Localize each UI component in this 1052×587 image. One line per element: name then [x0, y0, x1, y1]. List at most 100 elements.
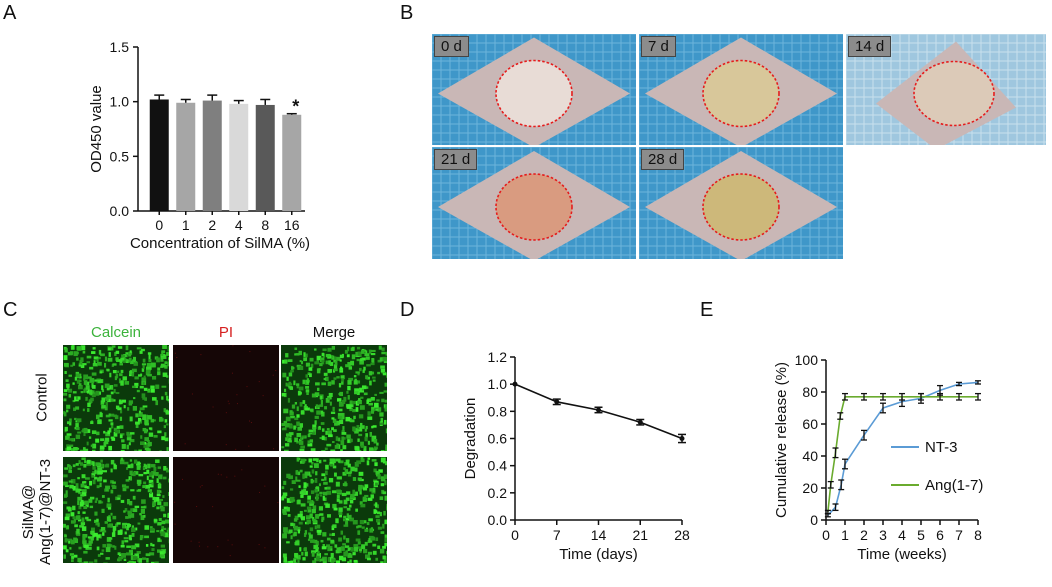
cell-speck [294, 417, 298, 420]
cell-speck [127, 523, 130, 528]
cell-speck [375, 409, 378, 411]
cell-speck [291, 535, 293, 539]
cell-speck [371, 537, 376, 541]
cell-speck [166, 352, 169, 356]
cell-speck [129, 400, 133, 403]
cell-speck [314, 546, 316, 549]
cell-speck [132, 369, 137, 372]
cell-speck [89, 367, 93, 370]
cell-speck [63, 482, 68, 486]
cell-speck [129, 561, 134, 563]
cell-speck [117, 371, 119, 373]
cell-speck [109, 373, 111, 378]
cell-speck [375, 558, 378, 561]
cell-speck [371, 437, 374, 442]
y-tick-label: 1.2 [488, 349, 508, 365]
cell-speck [324, 378, 326, 380]
cell-speck [332, 407, 334, 411]
cell-speck [323, 482, 328, 485]
cell-speck [104, 441, 108, 445]
cell-speck [114, 389, 116, 393]
cell-speck [284, 389, 286, 392]
cell-speck [320, 437, 322, 439]
pi-speck [259, 381, 260, 382]
cell-speck [330, 458, 335, 461]
cell-speck [76, 346, 80, 350]
cell-speck [386, 428, 387, 433]
cell-speck [332, 533, 335, 536]
cell-speck [138, 489, 141, 491]
cell-speck [146, 558, 148, 563]
cell-speck [377, 512, 380, 515]
cell-speck [310, 539, 315, 543]
cell-speck [348, 548, 350, 551]
cell-speck [143, 472, 146, 474]
cell-speck [355, 446, 360, 450]
cell-speck [385, 404, 387, 409]
y-tick-label: 0.5 [110, 148, 130, 164]
cell-speck [111, 490, 114, 494]
cell-speck [361, 425, 365, 429]
cell-speck [283, 527, 288, 532]
cell-speck [377, 474, 380, 479]
cell-speck [84, 380, 88, 385]
cell-speck [294, 348, 297, 350]
cell-speck [303, 357, 307, 361]
cell-speck [378, 527, 382, 530]
pi-speck [228, 401, 229, 402]
cell-speck [307, 382, 309, 384]
cell-speck [381, 399, 384, 403]
cell-speck [330, 450, 335, 451]
cell-speck [112, 516, 116, 520]
cell-speck [319, 492, 322, 494]
cell-speck [379, 346, 382, 350]
cell-speck [374, 403, 379, 408]
cell-speck [381, 347, 384, 351]
cell-speck [285, 353, 288, 357]
cell-speck [166, 470, 169, 473]
cell-speck [282, 373, 286, 378]
y-tick-label: 0.4 [488, 458, 508, 474]
cell-speck [290, 416, 295, 418]
cell-speck [353, 477, 356, 481]
cell-speck [321, 473, 325, 476]
cell-speck [321, 540, 324, 542]
cell-speck [120, 410, 122, 413]
cell-speck [97, 467, 102, 470]
cell-speck [109, 413, 111, 416]
cell-speck [372, 377, 376, 379]
cell-speck [111, 398, 114, 401]
cell-speck [158, 466, 161, 468]
day-label: 14 d [848, 36, 891, 57]
cell-speck [67, 421, 70, 424]
cell-speck [84, 561, 88, 563]
cell-speck [286, 377, 288, 381]
cell-speck [149, 355, 151, 360]
cell-speck [305, 407, 310, 410]
cell-speck [358, 485, 362, 490]
cell-speck [144, 388, 148, 391]
cell-speck [372, 544, 376, 547]
pi-speck [218, 474, 219, 475]
cell-speck [309, 373, 312, 377]
cell-speck [357, 373, 359, 375]
cell-speck [159, 474, 163, 479]
cell-speck [368, 441, 370, 445]
cell-speck [87, 361, 91, 363]
cell-speck [346, 497, 350, 500]
cell-speck [124, 405, 126, 408]
cell-speck [361, 544, 365, 549]
cell-speck [142, 414, 146, 419]
cell-speck [138, 558, 142, 563]
cell-speck [76, 463, 79, 466]
stain-column-header: Calcein [63, 324, 169, 341]
cell-speck [289, 530, 293, 533]
cell-speck [97, 471, 102, 475]
cell-speck [109, 537, 112, 539]
cell-speck [347, 380, 351, 385]
cell-speck [142, 557, 146, 559]
cell-speck [331, 412, 335, 414]
pi-speck [275, 370, 276, 371]
data-point [596, 407, 601, 412]
cell-speck [69, 547, 71, 549]
